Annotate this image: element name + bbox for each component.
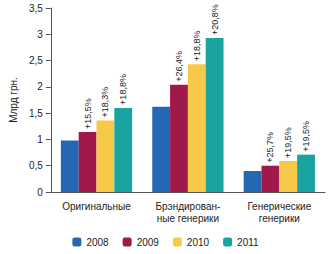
svg-text:+19,5%: +19,5% [301, 121, 311, 152]
svg-text:1: 1 [37, 134, 43, 145]
svg-text:2009: 2009 [137, 237, 160, 248]
svg-text:0,5: 0,5 [29, 160, 43, 171]
svg-text:+25,7%: +25,7% [265, 132, 275, 163]
svg-text:генерики: генерики [259, 213, 300, 224]
svg-text:Генерические: Генерические [247, 201, 311, 212]
svg-text:Брэндирован-: Брэндирован- [155, 201, 220, 212]
svg-text:2,5: 2,5 [29, 55, 43, 66]
svg-text:3,5: 3,5 [29, 3, 43, 14]
svg-text:2010: 2010 [187, 237, 210, 248]
svg-text:2011: 2011 [237, 237, 259, 248]
svg-text:1,5: 1,5 [29, 108, 43, 119]
svg-text:ные генерики: ные генерики [157, 213, 219, 224]
svg-text:2008: 2008 [86, 237, 109, 248]
svg-text:Млрд грн.: Млрд грн. [8, 77, 19, 123]
svg-text:Оригинальные: Оригинальные [62, 201, 131, 212]
svg-text:3: 3 [37, 29, 43, 40]
svg-text:+18,3%: +18,3% [100, 87, 110, 118]
svg-text:+20,8%: +20,8% [210, 4, 220, 35]
svg-text:0: 0 [37, 187, 43, 198]
svg-text:2: 2 [37, 81, 43, 92]
svg-text:+18,8%: +18,8% [192, 30, 202, 61]
svg-text:+26,4%: +26,4% [174, 51, 184, 82]
svg-text:+18,8%: +18,8% [118, 74, 128, 105]
svg-text:+19,5%: +19,5% [283, 127, 293, 158]
svg-text:+15,5%: +15,5% [83, 98, 93, 129]
